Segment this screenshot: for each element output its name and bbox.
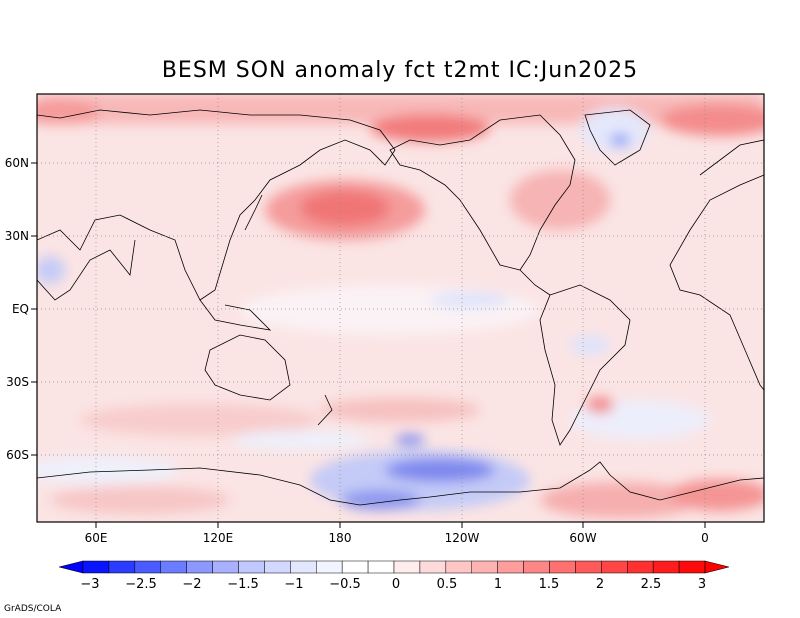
colorbar-label: −2 xyxy=(182,577,201,592)
colorbar-swatch xyxy=(367,560,395,574)
colorbar-label: −1 xyxy=(284,577,303,592)
colorbar-swatch xyxy=(393,560,421,574)
colorbar-swatch xyxy=(316,560,343,574)
colorbar-swatch xyxy=(497,560,524,574)
lon-label-120e: 120E xyxy=(203,531,234,545)
lat-label-30n: 30N xyxy=(5,229,29,243)
colorbar-swatch xyxy=(445,560,473,574)
colorbar-swatch xyxy=(523,560,550,574)
lon-label-120w: 120W xyxy=(445,531,480,545)
colorbar-label: 0.5 xyxy=(437,577,458,592)
lon-label-180: 180 xyxy=(329,531,352,545)
lat-label-60s: 60S xyxy=(6,448,29,462)
colorbar-swatch xyxy=(108,560,136,574)
lon-label-0: 0 xyxy=(701,531,709,545)
colorbar-swatch xyxy=(264,560,291,574)
colorbar: −3 −2.5 −2 −1.5 −1 −0.5 0 0.5 1 1.5 2 2.5 3 xyxy=(58,560,730,592)
latitude-ticks: 60N 30N EQ 30S 60S xyxy=(5,156,37,462)
colorbar-swatch xyxy=(627,560,654,574)
colorbar-label: 1 xyxy=(494,577,502,592)
colorbar-swatch xyxy=(186,560,213,574)
anomaly-field xyxy=(37,94,764,522)
colorbar-label: 2 xyxy=(596,577,604,592)
colorbar-swatch xyxy=(290,560,317,574)
footer-credit: GrADS/COLA xyxy=(4,604,62,614)
colorbar-swatch xyxy=(134,560,161,574)
colorbar-swatch xyxy=(419,560,447,574)
colorbar-swatch xyxy=(652,560,680,574)
colorbar-swatch xyxy=(575,560,602,574)
lon-label-60w: 60W xyxy=(569,531,596,545)
colorbar-swatch xyxy=(238,560,265,574)
plot-title: BESM SON anomaly fct t2mt IC:Jun2025 xyxy=(161,58,639,83)
colorbar-label: 3 xyxy=(698,577,706,592)
lat-label-60n: 60N xyxy=(5,156,29,170)
colorbar-label: −0.5 xyxy=(329,577,361,592)
colorbar-high-arrow xyxy=(704,560,730,574)
colorbar-swatch xyxy=(601,560,628,574)
colorbar-label: −3 xyxy=(80,577,99,592)
colorbar-swatch xyxy=(678,560,706,574)
lon-label-60e: 60E xyxy=(85,531,108,545)
map-frame xyxy=(36,93,765,523)
colorbar-swatch xyxy=(549,560,576,574)
colorbar-label: −1.5 xyxy=(227,577,259,592)
colorbar-swatch xyxy=(82,560,110,574)
colorbar-low-arrow xyxy=(58,560,84,574)
graticule xyxy=(37,94,764,522)
colorbar-swatch xyxy=(212,560,239,574)
colorbar-swatch xyxy=(341,560,369,574)
colorbar-label: 2.5 xyxy=(641,577,662,592)
colorbar-label: 0 xyxy=(392,577,400,592)
lat-label-30s: 30S xyxy=(6,375,29,389)
colorbar-label: −2.5 xyxy=(125,577,157,592)
lat-label-eq: EQ xyxy=(12,302,29,316)
longitude-ticks: 60E 120E 180 120W 60W 0 xyxy=(85,522,709,545)
colorbar-label: 1.5 xyxy=(539,577,560,592)
colorbar-swatch xyxy=(471,560,498,574)
colorbar-swatch xyxy=(160,560,187,574)
